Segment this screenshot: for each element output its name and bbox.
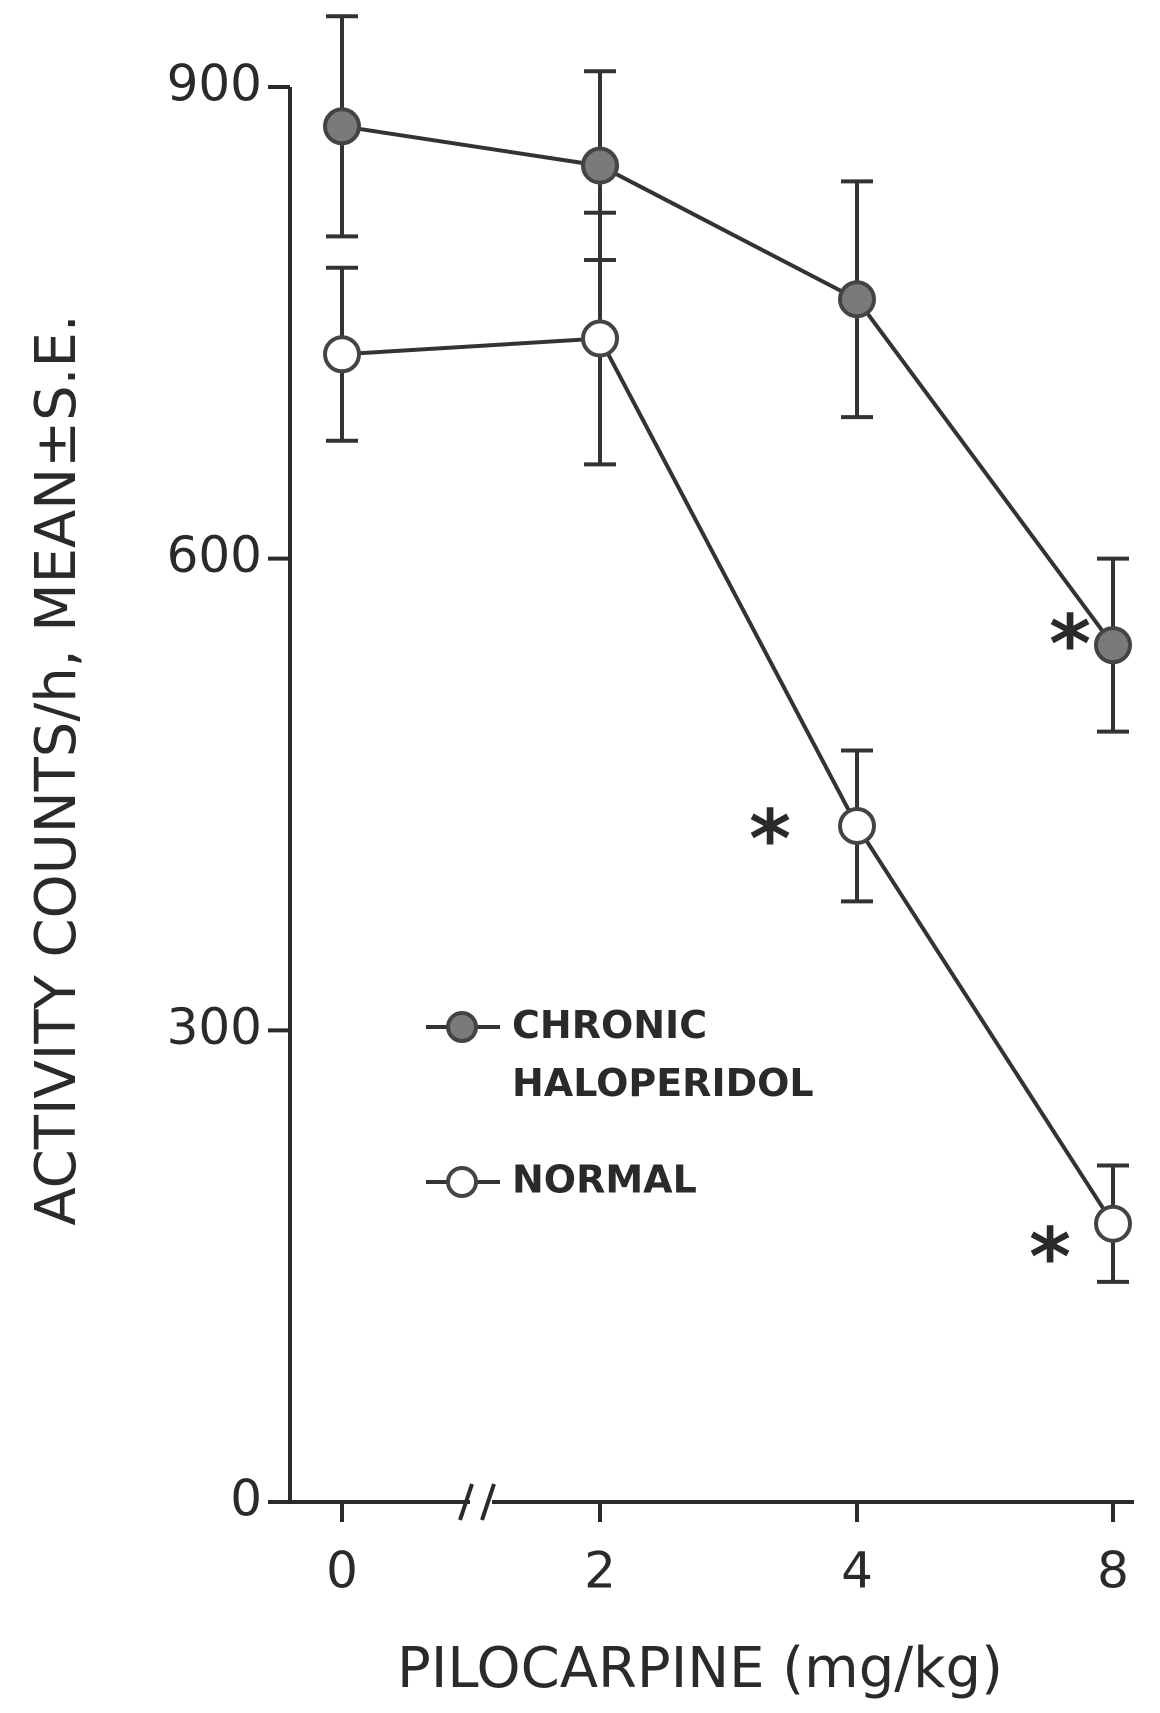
point xyxy=(838,280,876,319)
point xyxy=(581,319,619,358)
series-line xyxy=(341,336,1115,1225)
point xyxy=(323,335,361,374)
significance-marker: * xyxy=(749,793,791,886)
legend-marker xyxy=(446,1166,478,1198)
legend-label: CHRONIC HALOPERIDOL xyxy=(512,1003,814,1105)
x-tick-label: 8 xyxy=(1097,1542,1129,1600)
series-line xyxy=(341,124,1115,647)
legend-label: NORMAL xyxy=(512,1158,697,1202)
y-axis-label: ACTIVITY COUNTS/h, MEAN±S.E. xyxy=(24,314,89,1225)
y-tick-label: 300 xyxy=(167,998,262,1056)
axis-break xyxy=(458,1483,474,1521)
point xyxy=(581,146,619,185)
point xyxy=(1094,626,1132,665)
y-tick-label: 900 xyxy=(167,55,262,113)
y-tick-label: 0 xyxy=(230,1470,262,1528)
legend-marker xyxy=(446,1011,478,1043)
point xyxy=(1094,1204,1132,1243)
axes xyxy=(288,87,1134,1521)
point xyxy=(838,806,876,845)
x-tick-label: 0 xyxy=(326,1542,358,1600)
point xyxy=(323,107,361,146)
x-tick-label: 2 xyxy=(584,1542,616,1600)
significance-marker: * xyxy=(1029,1211,1071,1304)
y-tick-label: 600 xyxy=(167,526,262,584)
x-tick-label: 4 xyxy=(841,1542,873,1600)
significance-marker: * xyxy=(1049,598,1091,691)
axis-break xyxy=(480,1483,496,1521)
x-axis-label: PILOCARPINE (mg/kg) xyxy=(397,1636,1003,1701)
